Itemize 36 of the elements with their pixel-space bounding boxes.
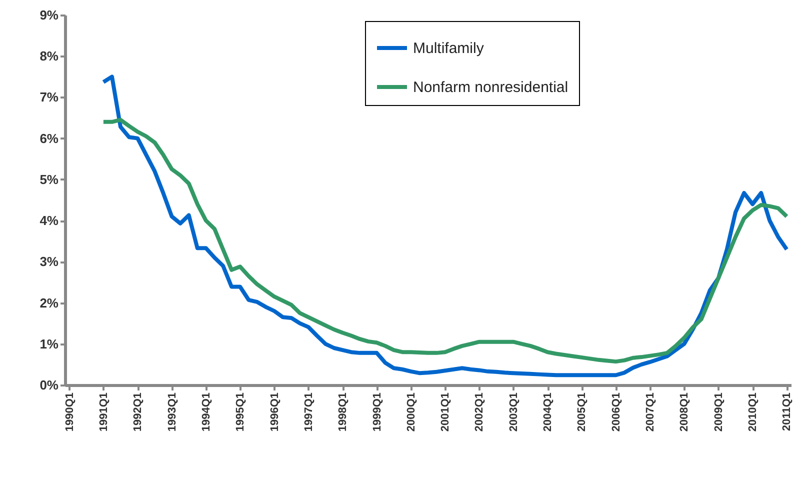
- x-tick-label: 1999Q1: [371, 392, 384, 432]
- x-tick-label: 2003Q1: [508, 392, 520, 432]
- line-series: [101, 74, 789, 378]
- legend-label: Multifamily: [413, 40, 484, 57]
- y-tick-label: 6%: [40, 130, 59, 146]
- x-tick-label: 2007Q1: [644, 392, 657, 432]
- x-tick-label: 1993Q1: [166, 392, 178, 432]
- x-tick-label: 2010Q1: [747, 392, 760, 432]
- x-tick-label: 1994Q1: [200, 392, 212, 432]
- y-tick-label: 0%: [40, 378, 59, 392]
- y-tick-label: 1%: [40, 336, 59, 352]
- x-tick-label: 1997Q1: [302, 392, 315, 432]
- y-tick-label: 2%: [40, 295, 59, 310]
- line-series: [101, 118, 789, 364]
- x-tick-label: 2009Q1: [712, 392, 725, 432]
- x-tick-label: 2006Q1: [610, 392, 622, 432]
- y-tick-label: 9%: [40, 8, 59, 22]
- y-tick-label: 7%: [40, 90, 59, 105]
- x-tick-label: 2001Q1: [440, 392, 452, 432]
- x-tick-label: 1995Q1: [234, 392, 247, 432]
- x-tick-label: 2000Q1: [405, 392, 418, 432]
- x-tick-label: 2004Q1: [542, 392, 554, 432]
- x-tick-label: 2008Q1: [678, 392, 691, 432]
- x-tick-label: 1998Q1: [337, 392, 350, 432]
- x-tick-label: 2005Q1: [576, 392, 588, 432]
- x-tick-label: 1996Q1: [268, 392, 281, 432]
- legend-label: Nonfarm nonresidential: [413, 79, 568, 96]
- x-tick-label: 1991Q1: [98, 392, 110, 432]
- x-tick-label: 1992Q1: [132, 392, 144, 432]
- y-tick-label: 8%: [40, 48, 59, 64]
- x-tick-label: 1990Q1: [64, 392, 76, 432]
- y-tick-label: 4%: [40, 213, 59, 228]
- y-tick-label: 5%: [40, 172, 59, 187]
- x-tick-label: 2002Q1: [474, 392, 486, 432]
- y-tick-label: 3%: [40, 254, 59, 270]
- x-tick-label: 2011Q1: [781, 392, 793, 432]
